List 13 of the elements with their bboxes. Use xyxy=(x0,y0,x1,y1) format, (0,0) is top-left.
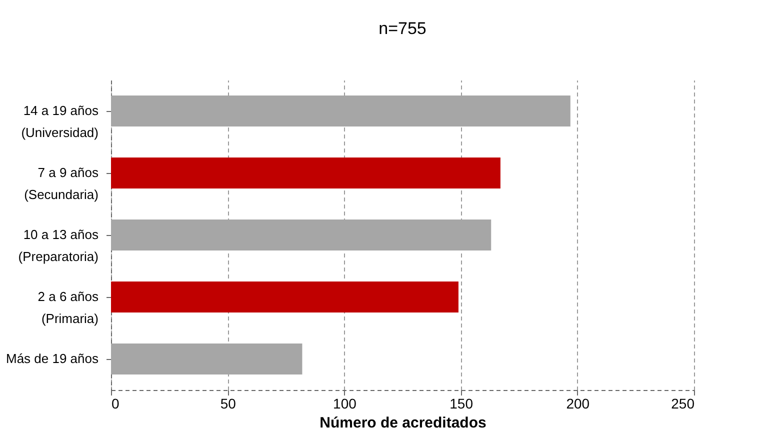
x-tick-label: 200 xyxy=(566,396,590,412)
x-tick-label: 100 xyxy=(333,396,357,412)
y-tick-label: 10 a 13 años (Preparatoria) xyxy=(18,227,99,264)
y-tick-label: 14 a 19 años (Universidad) xyxy=(21,103,99,140)
x-tick-label: 150 xyxy=(450,396,474,412)
x-tick-label: 250 xyxy=(671,396,695,412)
chart-title: n=755 xyxy=(378,19,426,38)
y-tick-label: 2 a 6 años (Primaria) xyxy=(38,289,99,326)
x-tick-label: 50 xyxy=(220,396,236,412)
x-axis-title: Número de acreditados xyxy=(320,414,486,432)
y-tick-label: 7 a 9 años (Secundaria) xyxy=(24,165,99,202)
y-tick-label: Más de 19 años xyxy=(6,351,99,366)
x-tick-label: 0 xyxy=(112,396,120,412)
